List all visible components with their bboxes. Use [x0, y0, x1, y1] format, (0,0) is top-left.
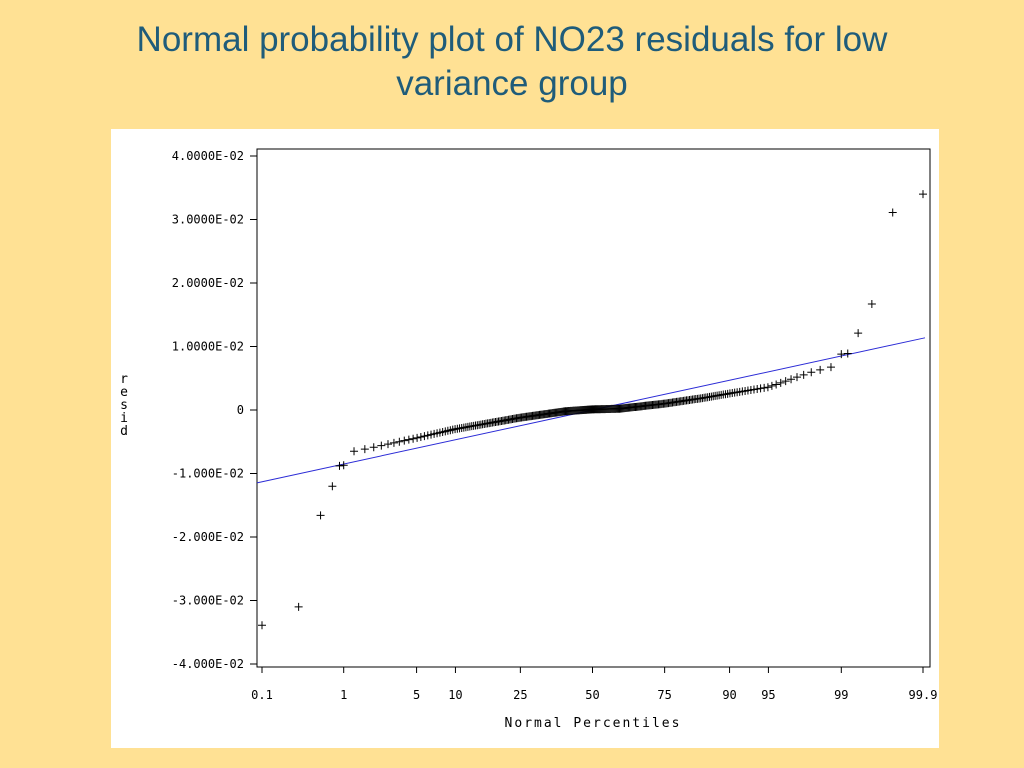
y-axis-label-letter: e [120, 385, 128, 400]
slide-title-line-2: variance group [396, 64, 628, 103]
data-point [826, 363, 835, 372]
y-axis-label-letter: r [120, 372, 128, 387]
x-tick-label: 50 [585, 688, 599, 702]
x-tick-label: 90 [722, 688, 736, 702]
x-tick-label: 75 [657, 688, 671, 702]
data-point [799, 370, 808, 379]
x-tick-label: 99 [834, 688, 848, 702]
data-point [369, 443, 378, 452]
y-axis-label-letter: s [120, 398, 128, 413]
y-tick-label: 3.0000E-02 [172, 213, 244, 227]
data-point [389, 438, 398, 447]
y-tick-label: -3.000E-02 [172, 594, 244, 608]
data-point [776, 378, 785, 387]
data-point [753, 384, 762, 393]
data-point [781, 377, 790, 386]
data-point [423, 431, 432, 440]
y-axis-label: resid [120, 372, 128, 439]
data-point [919, 190, 927, 199]
data-point [763, 383, 772, 392]
data-point [316, 511, 325, 520]
x-tick-label: 1 [340, 688, 347, 702]
normal-probability-chart: 4.0000E-02 3.0000E-02 2.0000E-02 1.0000E-02… [120, 148, 937, 731]
y-tick-label: 0 [237, 403, 244, 417]
y-tick-label: 4.0000E-02 [172, 149, 244, 163]
data-point [793, 373, 802, 382]
y-tick-label: 2.0000E-02 [172, 276, 244, 290]
data-point [420, 432, 429, 441]
data-point [328, 482, 337, 491]
data-point [413, 433, 422, 442]
data-point [409, 434, 418, 443]
data-point [816, 365, 825, 374]
plot-frame [256, 148, 931, 668]
y-tick-label: -2.000E-02 [172, 530, 244, 544]
data-point [854, 329, 863, 338]
data-point [767, 381, 776, 390]
slide-title-line-1: Normal probability plot of NO23 residual… [136, 20, 888, 59]
data-point [787, 375, 796, 384]
x-axis-ticks: 0.1 1 5 10 25 50 75 90 95 99 99.9 [251, 667, 937, 702]
y-tick-label: 1.0000E-02 [172, 340, 244, 354]
data-point [395, 437, 404, 446]
data-point [843, 349, 852, 358]
data-point [404, 435, 413, 444]
slide-title: Normal probability plot of NO23 residual… [40, 18, 984, 106]
data-point [360, 445, 369, 454]
data-point [350, 447, 359, 456]
data-point [837, 350, 846, 359]
y-axis-label-letter: d [120, 424, 128, 439]
data-point [772, 380, 781, 389]
y-axis-label-letter: i [120, 411, 128, 426]
data-point [335, 461, 344, 470]
data-point [756, 384, 765, 393]
y-tick-label: -1.000E-02 [172, 467, 244, 481]
data-point [294, 602, 303, 611]
data-point [258, 621, 266, 630]
x-tick-label: 25 [513, 688, 527, 702]
data-point [383, 440, 392, 449]
data-point [400, 436, 409, 445]
data-point [760, 383, 769, 392]
data-point [807, 368, 816, 377]
y-tick-label: -4.000E-02 [172, 657, 244, 671]
data-point [888, 208, 897, 217]
x-tick-label: 0.1 [251, 688, 273, 702]
x-axis-label: Normal Percentiles [505, 716, 682, 731]
data-point [339, 461, 348, 470]
data-point [377, 441, 386, 450]
x-tick-label: 5 [413, 688, 420, 702]
x-tick-label: 95 [761, 688, 775, 702]
data-point [749, 385, 758, 394]
data-point [867, 299, 876, 308]
y-axis-ticks: 4.0000E-02 3.0000E-02 2.0000E-02 1.0000E-02… [172, 149, 257, 671]
x-tick-label: 10 [448, 688, 462, 702]
data-points-layer [258, 190, 927, 630]
x-tick-label: 99.9 [909, 688, 938, 702]
plot-panel: 4.0000E-02 3.0000E-02 2.0000E-02 1.0000E-02… [111, 129, 939, 748]
data-point [416, 432, 425, 441]
